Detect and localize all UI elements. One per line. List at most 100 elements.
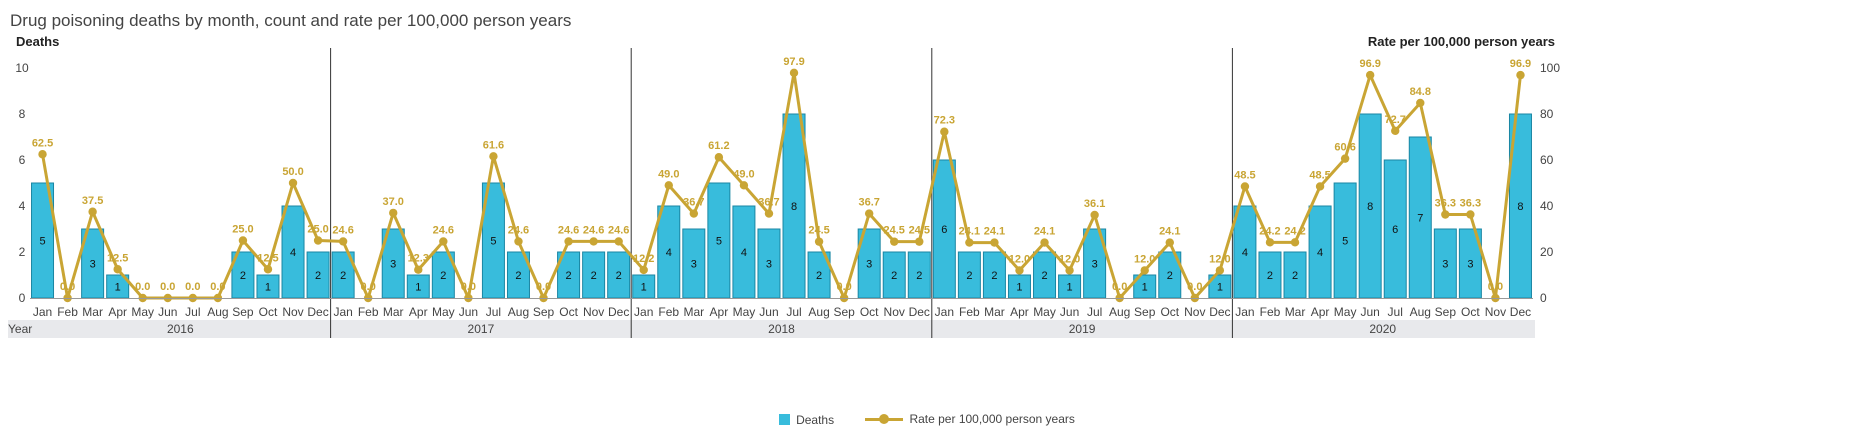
legend-label-rate: Rate per 100,000 person years (909, 412, 1075, 426)
rate-point[interactable] (313, 236, 323, 245)
legend-item-deaths[interactable]: Deaths (779, 413, 834, 427)
rate-point[interactable] (414, 265, 423, 274)
rate-value-label: 0.0 (1488, 281, 1503, 293)
rate-value-label: 84.8 (1410, 86, 1431, 98)
rate-value-label: 0.0 (1187, 281, 1202, 293)
rate-value-label: 72.7 (1385, 114, 1406, 126)
month-tick-label: Aug (808, 305, 829, 319)
rate-value-label: 49.0 (658, 168, 679, 180)
bar-value-label: 8 (1517, 201, 1523, 213)
rate-point[interactable] (1516, 70, 1525, 80)
rate-point[interactable] (1441, 210, 1450, 219)
rate-point[interactable] (1215, 266, 1225, 275)
month-tick-label: Dec (608, 305, 629, 319)
rate-point[interactable] (1416, 98, 1425, 108)
rate-point[interactable] (664, 181, 673, 190)
rate-value-label: 25.0 (232, 224, 253, 236)
month-tick-label: Dec (307, 305, 328, 319)
bar-value-label: 2 (240, 270, 246, 282)
rate-point[interactable] (890, 237, 899, 246)
legend-swatch-rate (865, 413, 904, 425)
month-tick-label: Feb (358, 305, 379, 319)
month-tick-label: May (1033, 305, 1056, 319)
rate-value-label: 24.5 (909, 225, 930, 237)
rate-point[interactable] (263, 265, 273, 274)
rate-point[interactable] (814, 237, 824, 246)
rate-point[interactable] (764, 209, 774, 218)
rate-point[interactable] (514, 237, 523, 246)
y-tick-right: 80 (1540, 107, 1554, 121)
rate-point[interactable] (1065, 266, 1074, 275)
rate-point[interactable] (1290, 238, 1300, 247)
rate-point[interactable] (915, 237, 924, 246)
rate-value-label: 48.5 (1234, 169, 1255, 181)
year-label: 2019 (1069, 322, 1096, 336)
rate-point[interactable] (1090, 210, 1099, 220)
bar-value-label: 1 (1067, 282, 1073, 294)
month-tick-label: Oct (1160, 305, 1179, 319)
month-tick-label: Jul (786, 305, 801, 319)
rate-point[interactable] (389, 208, 398, 218)
rate-point[interactable] (1265, 238, 1275, 247)
rate-point[interactable] (589, 237, 598, 246)
rate-value-label: 24.6 (558, 224, 579, 236)
chart-title: Drug poisoning deaths by month, count an… (10, 11, 572, 30)
month-tick-label: Jun (1360, 305, 1379, 319)
legend-item-rate[interactable]: Rate per 100,000 person years (865, 412, 1075, 426)
rate-point[interactable] (864, 209, 874, 218)
bar-value-label: 5 (716, 236, 722, 248)
month-tick-label: Jul (486, 305, 501, 319)
rate-point[interactable] (1340, 154, 1350, 163)
rate-point[interactable] (1040, 238, 1049, 247)
legend-swatch-deaths (779, 414, 791, 425)
month-tick-label: May (131, 305, 154, 319)
month-tick-label: Oct (860, 305, 879, 319)
rate-point[interactable] (639, 265, 648, 275)
month-tick-label: Jul (185, 305, 200, 319)
bar-value-label: 2 (515, 270, 521, 282)
y-axis-title-left: Deaths (16, 34, 59, 49)
rate-point[interactable] (88, 207, 97, 216)
rate-point[interactable] (990, 238, 999, 247)
y-tick-left: 6 (19, 153, 26, 167)
month-tick-label: Dec (909, 305, 930, 319)
rate-point[interactable] (38, 150, 47, 159)
rate-point[interactable] (1391, 126, 1400, 135)
rate-point[interactable] (1165, 238, 1174, 247)
rate-point[interactable] (965, 238, 974, 247)
y-axis-title-right: Rate per 100,000 person years (1368, 34, 1555, 49)
month-tick-label: Aug (1410, 305, 1431, 319)
rate-point[interactable] (714, 153, 724, 162)
y-tick-left: 10 (15, 61, 29, 75)
rate-point[interactable] (614, 237, 623, 246)
rate-point[interactable] (1015, 266, 1024, 275)
rate-point[interactable] (739, 181, 749, 190)
rate-point[interactable] (338, 237, 348, 246)
bar-value-label: 2 (340, 270, 346, 282)
rate-value-label: 0.0 (60, 281, 75, 293)
rate-point[interactable] (489, 152, 498, 161)
rate-value-label: 36.3 (1435, 198, 1456, 210)
rate-point[interactable] (238, 236, 248, 245)
rate-value-label: 36.3 (1460, 198, 1481, 210)
rate-point[interactable] (1140, 266, 1149, 275)
rate-point[interactable] (1365, 70, 1375, 80)
rate-point[interactable] (113, 265, 122, 274)
month-tick-label: Mar (683, 305, 704, 319)
month-tick-label: Aug (1109, 305, 1130, 319)
bar-value-label: 3 (1092, 259, 1098, 271)
rate-point[interactable] (288, 178, 298, 188)
bar-value-label: 2 (891, 270, 897, 282)
rate-point[interactable] (439, 237, 448, 246)
month-tick-label: Nov (1485, 305, 1506, 319)
rate-value-label: 36.7 (758, 197, 779, 209)
rate-point[interactable] (564, 237, 573, 246)
rate-point[interactable] (940, 127, 949, 136)
rate-point[interactable] (1315, 182, 1325, 191)
rate-point[interactable] (789, 68, 799, 78)
month-tick-label: Mar (984, 305, 1005, 319)
rate-point[interactable] (1240, 182, 1250, 191)
rate-point[interactable] (689, 209, 699, 218)
rate-point[interactable] (1466, 210, 1475, 219)
bar-value-label: 5 (1342, 236, 1348, 248)
